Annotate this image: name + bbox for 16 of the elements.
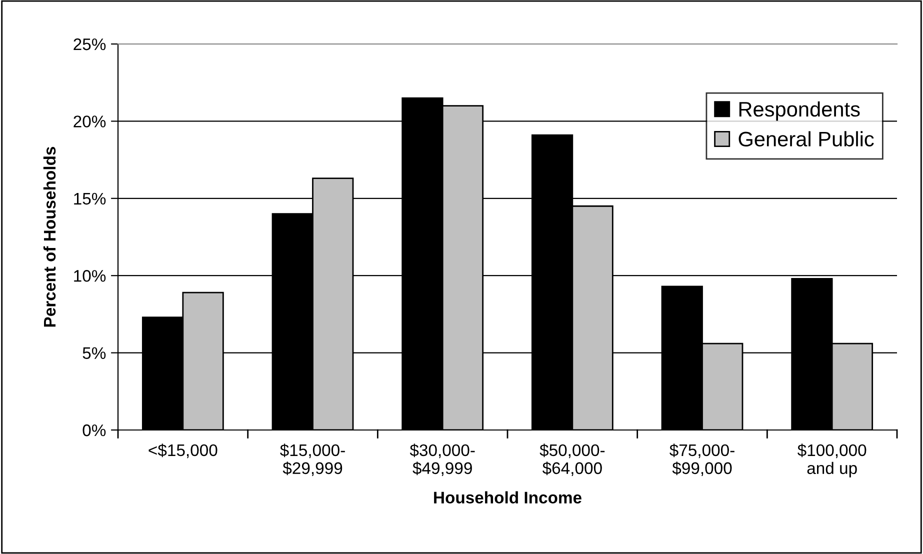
x-tick-label: $100,000 and up bbox=[798, 444, 866, 478]
x-tick-label: $30,000- $49,999 bbox=[410, 444, 475, 476]
x-tick-label: $75,000- $99,000 bbox=[670, 444, 734, 476]
y-axis-title: Percent of Households bbox=[43, 146, 56, 327]
y-tick-label: 15% bbox=[74, 192, 106, 205]
x-tick-label: $50,000- $64,000 bbox=[540, 444, 605, 476]
y-tick-label: 25% bbox=[74, 38, 106, 50]
x-tick-label: $15,000- $29,999 bbox=[280, 444, 345, 476]
legend-label: General Public bbox=[738, 131, 874, 146]
x-axis-title: Household Income bbox=[434, 491, 582, 504]
y-tick-label: 5% bbox=[82, 347, 106, 360]
y-tick-label: 10% bbox=[74, 270, 106, 282]
y-tick-label: 0% bbox=[82, 424, 106, 436]
x-tick-label: <$15,000 bbox=[148, 444, 218, 458]
y-tick-label: 20% bbox=[74, 116, 106, 128]
legend-label: Respondents bbox=[739, 101, 860, 121]
